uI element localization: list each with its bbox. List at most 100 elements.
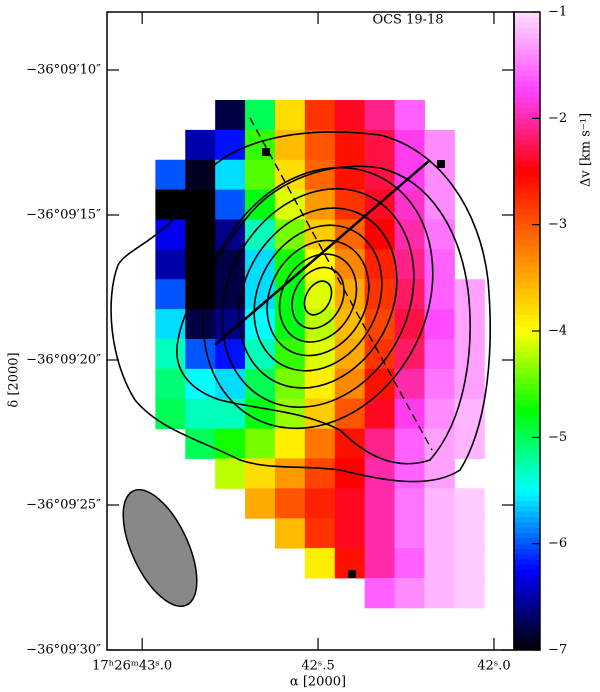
colorbar-swatch [514, 198, 540, 204]
marker [437, 160, 445, 168]
map-cell [155, 338, 186, 370]
colorbar-swatch [514, 522, 540, 529]
colorbar-swatch [514, 538, 540, 545]
colorbar-swatch [514, 341, 540, 348]
map-cell [424, 309, 455, 340]
map-cell [185, 159, 216, 191]
colorbar-swatch [514, 474, 540, 481]
colorbar-swatch [514, 336, 540, 343]
colorbar-swatch [514, 182, 540, 189]
colorbar-swatch [514, 251, 540, 258]
colorbar-swatch [514, 91, 540, 98]
colorbar-swatch [514, 22, 540, 29]
colorbar-swatch [514, 267, 540, 274]
colorbar-swatch [514, 591, 540, 598]
y-tick-label: −36°09′10″ [26, 63, 101, 78]
colorbar-swatch [514, 256, 540, 263]
marker [348, 570, 356, 578]
map-cell [304, 129, 336, 161]
map-cell [155, 279, 186, 310]
map-cell [245, 368, 276, 400]
colorbar-swatch [514, 511, 540, 518]
colorbar-swatch [514, 113, 540, 119]
y-tick-label: −36°09′20″ [26, 353, 101, 368]
colorbar-swatch [514, 27, 540, 34]
map-cell [394, 488, 425, 519]
colorbar-swatch [514, 166, 540, 173]
map-cell [364, 488, 396, 519]
map-cell [424, 428, 455, 459]
colorbar-swatch [514, 309, 540, 316]
colorbar-swatch [514, 442, 540, 449]
map-cell [394, 279, 425, 310]
colorbar-swatch [514, 315, 540, 321]
y-axis-label: δ [2000] [7, 352, 22, 407]
colorbar-swatch [514, 139, 540, 146]
x-tick-label: 17ʰ26ᵐ43ˢ.0 [92, 659, 172, 674]
map-cell [245, 249, 276, 280]
map-cell [185, 189, 216, 220]
map-cell [334, 279, 366, 310]
map-cell [394, 518, 425, 549]
contour [303, 280, 333, 316]
map-cell [274, 518, 306, 549]
map-cell [424, 368, 455, 400]
map-cell [334, 518, 366, 549]
colorbar-swatch [514, 405, 540, 412]
colorbar-swatch [514, 432, 540, 438]
map-cell [364, 159, 396, 191]
map-cell [454, 488, 485, 519]
map-cell [304, 100, 336, 131]
contour [221, 188, 415, 408]
colorbar-swatch [514, 416, 540, 422]
map-cell [364, 577, 396, 609]
colorbar-swatch [514, 261, 540, 268]
colorbar-swatch [514, 394, 540, 401]
map-cell [245, 219, 276, 250]
colorbar-swatch [514, 501, 540, 508]
colorbar-swatch [514, 12, 540, 18]
map-cell [424, 458, 455, 489]
colorbar-swatch [514, 81, 540, 88]
colorbar-tick-label: −6 [548, 536, 567, 551]
map-cell [274, 100, 306, 131]
colorbar-swatch [514, 426, 540, 433]
map-cell [364, 518, 396, 549]
map-cell [155, 249, 186, 280]
colorbar-tick-label: −4 [548, 324, 567, 339]
map-cell [215, 159, 246, 191]
colorbar-swatch [514, 38, 540, 45]
map-cell [424, 189, 455, 220]
contour [238, 207, 398, 389]
colorbar-swatch [514, 128, 540, 135]
map-cell [155, 189, 186, 220]
map-cell [304, 548, 336, 579]
map-cell [245, 338, 276, 370]
colorbar-swatch [514, 607, 540, 614]
colorbar-swatch [514, 214, 540, 220]
colorbar-swatch [514, 384, 540, 391]
map-cell [274, 488, 306, 519]
colorbar-swatch [514, 352, 540, 359]
colorbar-swatch [514, 192, 540, 199]
colorbar-swatch [514, 59, 540, 66]
colorbar-swatch [514, 575, 540, 582]
contour [110, 131, 491, 483]
colorbar-swatch [514, 570, 540, 577]
map-cell [364, 548, 396, 579]
map-cell [245, 159, 276, 191]
colorbar-swatch [514, 325, 540, 332]
map-cell [394, 100, 425, 131]
colorbar-tick-label: −1 [548, 5, 567, 20]
colorbar-swatch [514, 479, 540, 486]
y-tick-label: −36°09′30″ [26, 643, 101, 658]
colorbar-swatch [514, 293, 540, 300]
colorbar-swatch [514, 304, 540, 311]
colorbar-swatch [514, 118, 540, 125]
map-cell [334, 428, 366, 459]
x-axis-label: α [2000] [290, 675, 346, 690]
map-cell [334, 159, 366, 191]
colorbar-swatch [514, 400, 540, 407]
colorbar-tick-label: −5 [548, 430, 567, 445]
